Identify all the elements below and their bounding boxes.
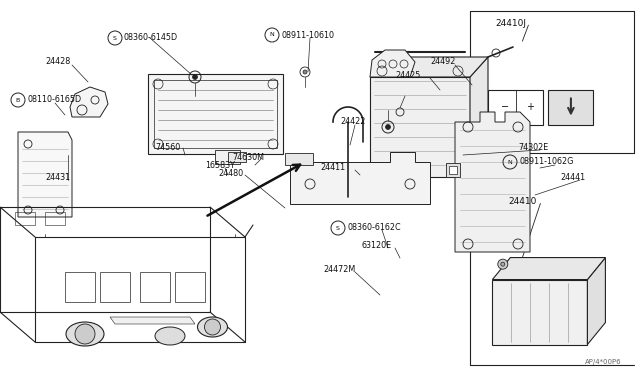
Circle shape xyxy=(193,74,198,80)
Ellipse shape xyxy=(540,259,552,267)
Circle shape xyxy=(205,319,221,335)
Polygon shape xyxy=(455,112,530,252)
Bar xyxy=(215,150,240,164)
Text: 24480: 24480 xyxy=(218,170,243,179)
Text: 08911-1062G: 08911-1062G xyxy=(519,157,573,167)
Circle shape xyxy=(75,324,95,344)
Polygon shape xyxy=(18,132,72,217)
Text: 08360-6145D: 08360-6145D xyxy=(124,33,178,42)
Ellipse shape xyxy=(198,317,227,337)
Text: 24422: 24422 xyxy=(340,118,365,126)
Bar xyxy=(140,272,170,302)
Polygon shape xyxy=(492,257,605,280)
Text: 63120E: 63120E xyxy=(362,241,392,250)
Ellipse shape xyxy=(66,322,104,346)
Polygon shape xyxy=(110,317,195,324)
Text: N: N xyxy=(269,32,275,38)
Text: 08911-10610: 08911-10610 xyxy=(281,31,334,39)
Text: AP/4*00P6: AP/4*00P6 xyxy=(586,359,622,365)
Text: 24425: 24425 xyxy=(395,71,420,80)
Text: 08360-6162C: 08360-6162C xyxy=(347,224,401,232)
Text: 24492: 24492 xyxy=(430,58,456,67)
Circle shape xyxy=(500,262,505,266)
Bar xyxy=(228,152,246,162)
Ellipse shape xyxy=(556,259,568,267)
Text: 16583Y: 16583Y xyxy=(205,161,235,170)
Bar xyxy=(446,163,460,177)
Polygon shape xyxy=(470,57,488,177)
Text: 24428: 24428 xyxy=(45,58,70,67)
Text: 74302E: 74302E xyxy=(518,144,548,153)
Polygon shape xyxy=(370,77,470,177)
Ellipse shape xyxy=(155,327,185,345)
Text: B: B xyxy=(16,97,20,103)
Bar xyxy=(100,272,130,302)
Text: S: S xyxy=(113,35,117,41)
Text: 24431: 24431 xyxy=(45,173,70,183)
Text: 08110-6165D: 08110-6165D xyxy=(27,96,81,105)
Text: 24410: 24410 xyxy=(508,197,537,206)
Text: 24472M: 24472M xyxy=(323,266,355,275)
Text: 74630M: 74630M xyxy=(232,154,264,163)
Bar xyxy=(548,90,593,125)
Bar xyxy=(65,272,95,302)
Circle shape xyxy=(498,259,508,269)
Text: +: + xyxy=(526,102,534,112)
Polygon shape xyxy=(370,50,415,77)
Polygon shape xyxy=(588,257,605,344)
Bar xyxy=(488,90,543,125)
Text: 24410J: 24410J xyxy=(495,19,526,28)
Text: 74560: 74560 xyxy=(155,144,180,153)
Bar xyxy=(285,153,313,165)
Text: N: N xyxy=(508,160,513,164)
Bar xyxy=(148,74,283,154)
Text: 24411: 24411 xyxy=(320,164,345,173)
Ellipse shape xyxy=(524,259,536,267)
Text: 24441: 24441 xyxy=(560,173,585,183)
Bar xyxy=(154,80,277,148)
Circle shape xyxy=(385,125,390,129)
Polygon shape xyxy=(492,280,588,344)
Ellipse shape xyxy=(508,259,520,267)
Circle shape xyxy=(303,70,307,74)
Ellipse shape xyxy=(572,259,584,267)
Bar xyxy=(175,272,205,302)
Polygon shape xyxy=(290,152,430,204)
Text: −: − xyxy=(501,102,509,112)
Polygon shape xyxy=(70,87,108,117)
Bar xyxy=(449,166,457,174)
Text: S: S xyxy=(336,225,340,231)
Polygon shape xyxy=(370,57,488,77)
